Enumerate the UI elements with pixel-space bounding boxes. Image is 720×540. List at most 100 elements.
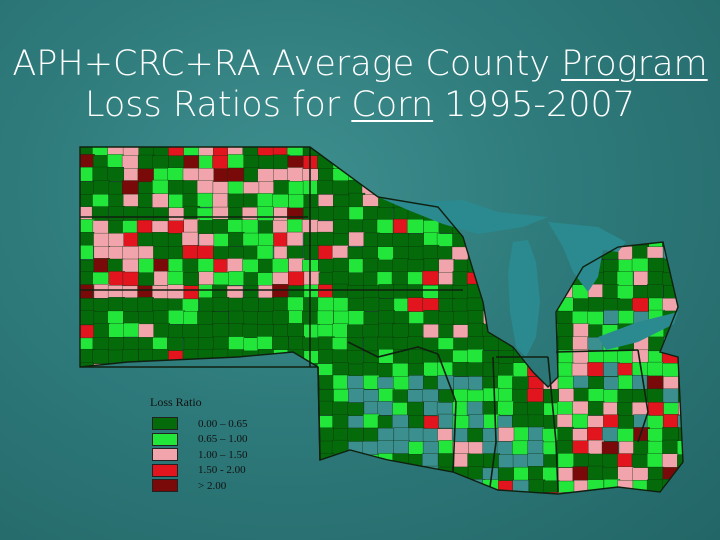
- county-cell: [346, 350, 364, 365]
- county-cell: [122, 402, 140, 417]
- county-cell: [647, 271, 665, 286]
- county-cell: [302, 415, 319, 430]
- county-cell: [512, 388, 529, 404]
- county-cell: [677, 297, 683, 312]
- county-cell: [377, 401, 394, 416]
- county-cell: [80, 388, 96, 403]
- county-cell: [92, 454, 109, 469]
- county-cell: [528, 167, 546, 183]
- county-cell: [169, 507, 185, 512]
- county-cell: [678, 465, 683, 481]
- county-cell: [288, 402, 305, 418]
- county-cell: [678, 245, 683, 260]
- county-cell: [408, 480, 425, 494]
- county-cell: [557, 362, 575, 378]
- county-cell: [543, 155, 560, 171]
- county-cell: [303, 194, 320, 209]
- county-cell: [573, 505, 589, 512]
- county-cell: [376, 181, 394, 196]
- county-cell: [332, 154, 350, 170]
- county-cell: [288, 478, 305, 494]
- county-cell: [273, 362, 290, 377]
- county-cell: [318, 336, 335, 351]
- county-cell: [91, 428, 109, 444]
- county-cell: [543, 180, 560, 195]
- county-cell: [257, 415, 275, 431]
- county-cell: [228, 362, 246, 377]
- county-cell: [513, 493, 530, 494]
- county-cell: [153, 207, 170, 222]
- county-cell: [662, 168, 680, 183]
- county-cell: [573, 167, 590, 182]
- county-cell: [348, 206, 366, 222]
- county-cell: [452, 181, 469, 196]
- county-cell: [318, 375, 336, 390]
- county-cell: [122, 479, 140, 494]
- county-cell: [662, 388, 680, 403]
- county-cell: [407, 362, 425, 378]
- county-cell: [677, 271, 683, 286]
- county-cell: [332, 147, 349, 157]
- county-cell: [168, 324, 185, 339]
- county-cell: [123, 206, 140, 221]
- county-cell: [377, 246, 394, 261]
- county-cell: [93, 232, 110, 248]
- county-cell: [647, 193, 665, 209]
- county-cell: [257, 426, 275, 442]
- county-cell: [677, 454, 683, 469]
- county-cell: [229, 506, 245, 512]
- county-cell: [183, 362, 201, 377]
- county-cell: [302, 506, 318, 512]
- county-cell: [197, 310, 214, 326]
- county-cell: [377, 493, 394, 494]
- county-cell: [602, 402, 620, 417]
- county-cell: [391, 271, 409, 286]
- county-cell: [468, 245, 485, 261]
- county-cell: [287, 296, 304, 312]
- county-cell: [466, 401, 484, 416]
- county-cell: [451, 466, 469, 482]
- county-cell: [108, 375, 126, 391]
- county-cell: [648, 493, 665, 494]
- county-cell: [603, 298, 620, 313]
- county-cell: [80, 245, 94, 260]
- county-cell: [527, 505, 543, 512]
- legend-swatch: [152, 448, 178, 462]
- county-cell: [662, 427, 679, 442]
- county-cell: [286, 231, 304, 247]
- legend-label: 1.00 – 1.50: [198, 448, 248, 461]
- county-cell: [603, 310, 620, 325]
- county-cell: [212, 376, 230, 391]
- county-cell: [422, 428, 440, 443]
- county-cell: [182, 180, 200, 195]
- county-cell: [603, 414, 620, 429]
- county-cell: [80, 441, 95, 456]
- county-cell: [512, 479, 529, 494]
- county-cell: [332, 180, 349, 195]
- county-cell: [392, 181, 409, 196]
- county-cell: [80, 219, 95, 234]
- county-cell: [482, 168, 499, 183]
- county-cell: [647, 440, 665, 456]
- county-cell: [122, 246, 139, 261]
- county-cell: [168, 207, 185, 222]
- county-cell: [272, 194, 289, 209]
- county-cell: [258, 441, 276, 457]
- county-cell: [407, 491, 424, 494]
- county-cell: [422, 441, 440, 456]
- county-cell: [123, 506, 139, 512]
- county-cell: [138, 147, 155, 156]
- county-cell: [662, 147, 680, 156]
- county-cell: [571, 413, 589, 429]
- county-cell: [407, 389, 424, 404]
- county-cell: [168, 350, 185, 365]
- county-cell: [423, 324, 440, 339]
- county-cell: [617, 466, 634, 481]
- county-cell: [318, 206, 335, 221]
- county-cell: [80, 401, 95, 416]
- county-cell: [588, 194, 605, 209]
- legend-label: 1.50 - 2.00: [198, 464, 246, 477]
- county-cell: [603, 168, 620, 183]
- county-cell: [423, 166, 441, 182]
- county-cell: [408, 246, 425, 261]
